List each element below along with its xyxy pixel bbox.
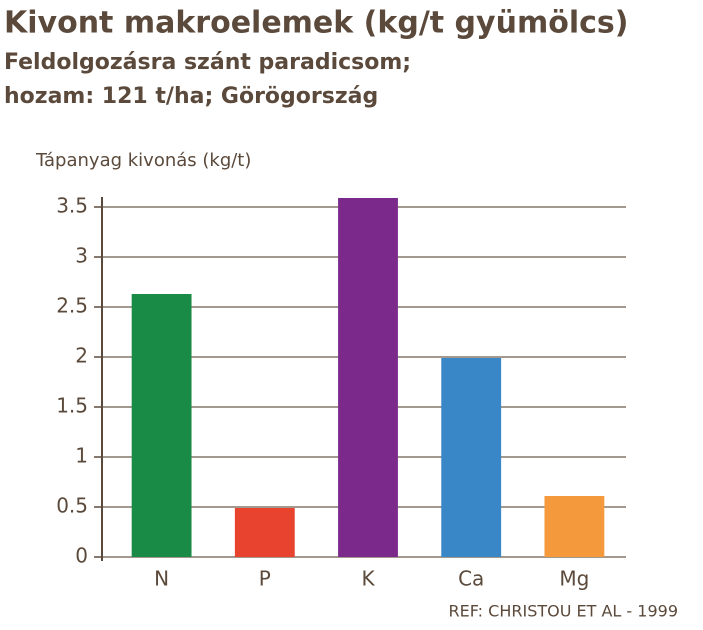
x-tick-label: P — [259, 567, 271, 591]
bar — [131, 294, 192, 557]
y-tick-label: 2 — [75, 344, 88, 368]
x-tick-label: Mg — [559, 567, 589, 591]
bar — [544, 496, 605, 557]
bar — [338, 198, 398, 557]
y-tick-label: 2.5 — [56, 294, 88, 318]
y-tick-label: 1 — [75, 444, 88, 468]
x-tick-label: N — [154, 567, 169, 591]
y-axis-label: Tápanyag kivonás (kg/t) — [35, 150, 251, 171]
x-tick-label: Ca — [458, 567, 484, 591]
y-tick-label: 0 — [75, 544, 88, 568]
y-tick-label: 0.5 — [56, 494, 88, 518]
y-tick-label: 3 — [75, 244, 88, 268]
x-tick-label: K — [361, 567, 375, 591]
y-tick-label: 3.5 — [56, 194, 88, 218]
bar — [234, 508, 295, 557]
chart-subtitle: hozam: 121 t/ha; Görögország — [4, 84, 378, 109]
chart-title: Kivont makroelemek (kg/t gyümölcs) — [4, 6, 628, 41]
chart-subtitle: Feldolgozásra szánt paradicsom; — [4, 50, 411, 75]
bar — [441, 358, 502, 557]
source-note: REF: CHRISTOU ET AL - 1999 — [448, 602, 678, 621]
y-tick-label: 1.5 — [56, 394, 88, 418]
